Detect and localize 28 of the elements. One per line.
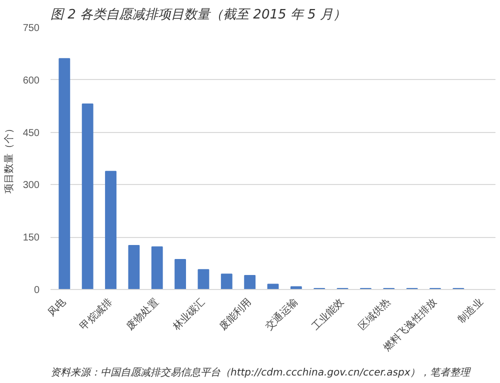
y-tick-label: 750 [22, 23, 40, 34]
x-tick-label: 工业能效 [310, 296, 346, 333]
x-tick-label: 区域供热 [356, 296, 393, 333]
bar [105, 170, 116, 290]
text: 资料来源：中国自愿减排交易信息平台（http://cdm.ccchina.gov.cn/ccer.aspx），笔者整理 [50, 366, 472, 378]
y-tick-label: 300 [22, 180, 40, 192]
bar [151, 246, 163, 290]
x-tick-label: 制造业 [456, 296, 486, 326]
y-tick-label: 0 [34, 285, 40, 296]
y-axis-title: 项目数量（个） [2, 124, 15, 194]
bar [244, 275, 256, 290]
bar [58, 58, 70, 290]
x-tick-label: 风电 [46, 296, 68, 319]
chart-title: 图 2 各类自愿减排项目数量（截至 2015 年 5 月） [50, 8, 346, 22]
x-tick-label: 甲烷减排 [78, 296, 115, 333]
bar [198, 269, 210, 290]
y-tick-label: 150 [22, 232, 40, 244]
bar [174, 258, 186, 290]
x-tick-label: 交通运输 [263, 296, 300, 333]
bar [220, 274, 232, 290]
y-tick-label: 600 [22, 75, 40, 86]
x-tick-label: 废能利用 [216, 296, 254, 333]
x-tick-label: 林业碳汇 [170, 296, 208, 334]
x-tick-label: 废物处置 [124, 296, 161, 333]
bar [82, 104, 94, 290]
bar [128, 244, 140, 290]
y-tick-label: 450 [22, 128, 40, 139]
bar [290, 286, 302, 290]
